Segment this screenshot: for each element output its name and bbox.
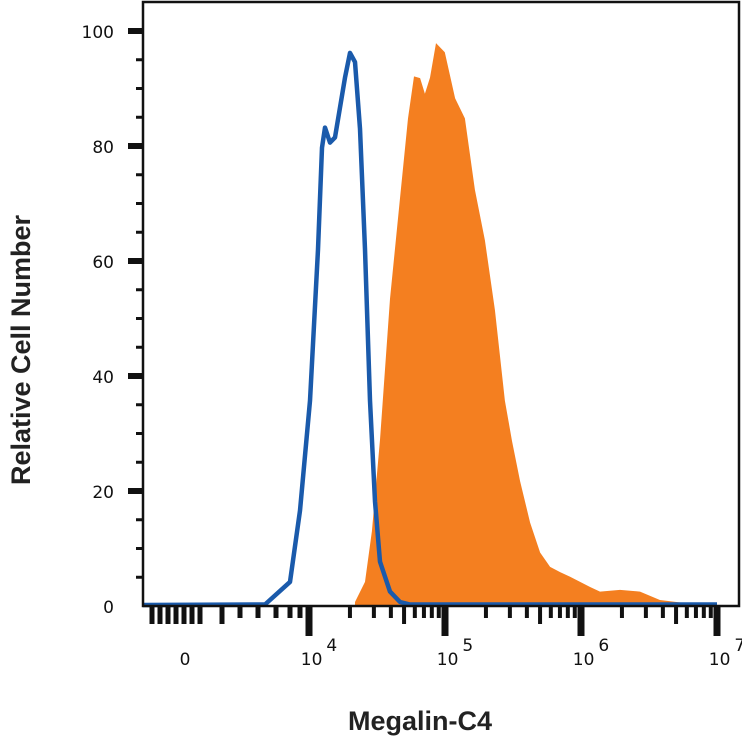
series-layer xyxy=(142,43,717,608)
x-tick-exponent: 6 xyxy=(598,636,609,656)
y-tick-label: 0 xyxy=(103,598,114,618)
x-tick-label: 104 xyxy=(301,636,337,670)
x-tick-base: 10 xyxy=(301,650,323,670)
plot-frame xyxy=(141,0,741,608)
x-tick-label: 105 xyxy=(437,636,473,670)
x-tick-base: 0 xyxy=(180,650,191,670)
x-tick-base: 10 xyxy=(573,650,595,670)
x-tick-exponent: 7 xyxy=(734,636,742,656)
x-tick-label: 107 xyxy=(709,636,742,670)
x-tick-base: 10 xyxy=(709,650,731,670)
x-tick-exponent: 4 xyxy=(326,636,337,656)
x-axis-title: Megalin-C4 xyxy=(348,706,492,736)
y-tick-label: 100 xyxy=(82,23,114,43)
x-tick-base: 10 xyxy=(437,650,459,670)
series-filled-histogram xyxy=(354,43,700,607)
y-axis-title: Relative Cell Number xyxy=(6,214,36,485)
x-tick-label: 0 xyxy=(180,650,191,670)
x-tick-label: 106 xyxy=(573,636,609,670)
y-tick-label: 60 xyxy=(92,253,114,273)
y-tick-label: 20 xyxy=(92,483,114,503)
series-outline-histogram xyxy=(142,50,717,608)
y-tick-label: 40 xyxy=(92,368,114,388)
x-tick-exponent: 5 xyxy=(462,636,473,656)
y-axis: 0 20 40 60 80 100 xyxy=(82,23,143,618)
y-tick-label: 80 xyxy=(92,138,114,158)
